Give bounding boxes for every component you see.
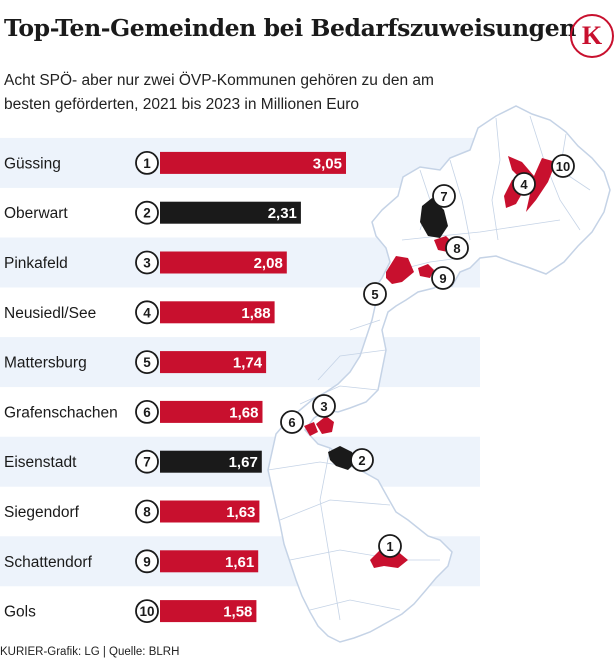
rank-badge xyxy=(135,599,159,623)
rank-number: 3 xyxy=(143,256,151,271)
chart-subtitle: Acht SPÖ- aber nur zwei ÖVP-Kommunen geh… xyxy=(4,72,434,113)
source-footer: KURIER-Grafik: LG | Quelle: BLRH xyxy=(0,646,180,658)
rank-badge xyxy=(135,350,159,375)
municipality-9-schattendorf xyxy=(418,264,434,278)
map-rank-marker xyxy=(512,172,536,196)
category-label: Schattendorf xyxy=(4,554,93,571)
rank-badge xyxy=(135,449,159,474)
bar-row: Mattersburg 5 1,74 xyxy=(4,350,267,375)
municipality-2-oberwart xyxy=(328,446,356,470)
rank-number: 9 xyxy=(143,554,151,569)
municipality-3-pinkafeld xyxy=(316,416,334,434)
bar-row: Schattendorf 9 1,61 xyxy=(4,549,259,574)
map-rank-number: 4 xyxy=(520,177,528,192)
bar xyxy=(160,600,257,623)
bar-row: Güssing 1 3,05 xyxy=(4,150,346,175)
rank-number: 4 xyxy=(143,305,151,320)
category-label: Neusiedl/See xyxy=(4,305,96,322)
rank-badge xyxy=(135,300,159,325)
category-label: Güssing xyxy=(4,155,61,172)
bar xyxy=(160,550,259,573)
category-label: Gols xyxy=(4,604,36,621)
category-label: Eisenstadt xyxy=(4,454,77,471)
municipality-6-grafenschachen xyxy=(304,422,318,436)
bar-rows: Güssing 1 3,05 Oberwart 2 2,31 Pinkafeld 3 2,08 N… xyxy=(4,150,346,623)
map-rank-number: 6 xyxy=(288,415,295,430)
rank-number: 10 xyxy=(139,604,154,619)
bar xyxy=(160,450,262,473)
map-rank-marker xyxy=(363,282,387,306)
kurier-logo: K xyxy=(570,14,614,58)
map-rank-marker xyxy=(280,410,304,434)
map-rank-number: 7 xyxy=(440,189,447,204)
rank-badge xyxy=(135,499,159,524)
value-label: 1,74 xyxy=(233,355,263,372)
map-rank-number: 3 xyxy=(320,399,327,414)
map-rank-marker xyxy=(312,394,336,418)
bar xyxy=(160,151,346,174)
map-rank-number: 10 xyxy=(556,159,570,174)
rank-badge xyxy=(135,399,159,424)
category-label: Oberwart xyxy=(4,205,68,222)
bar xyxy=(160,351,267,374)
rank-badge xyxy=(135,150,159,175)
chart-title: Top-Ten-Gemeinden bei Bedarfszuweisungen xyxy=(4,14,576,42)
municipality-5-mattersburg xyxy=(386,256,414,284)
map-rank-marker xyxy=(551,154,575,178)
map-rank-number: 8 xyxy=(453,241,460,256)
rank-number: 8 xyxy=(143,505,151,520)
map-rank-marker xyxy=(432,184,456,208)
rank-number: 6 xyxy=(143,405,151,420)
value-label: 1,63 xyxy=(226,504,255,521)
value-label: 3,05 xyxy=(313,155,342,172)
bar-row: Eisenstadt 7 1,67 xyxy=(4,449,262,474)
map-rank-marker xyxy=(350,448,374,472)
category-label: Mattersburg xyxy=(4,355,87,372)
value-label: 1,58 xyxy=(223,604,252,621)
value-label: 1,68 xyxy=(229,404,258,421)
rank-number: 1 xyxy=(143,156,151,171)
bar-row: Neusiedl/See 4 1,88 xyxy=(4,300,275,325)
map-rank-marker xyxy=(445,236,469,260)
rank-badge xyxy=(135,200,159,225)
rank-number: 5 xyxy=(143,355,151,370)
category-label: Siegendorf xyxy=(4,504,80,521)
bar xyxy=(160,500,260,523)
value-label: 1,61 xyxy=(225,554,254,571)
rank-badge xyxy=(135,250,159,275)
value-label: 2,31 xyxy=(268,205,297,222)
burgenland-map: 1 2 3 4 5 6 7 89 10 xyxy=(267,105,611,643)
bar xyxy=(160,251,287,274)
rank-number: 2 xyxy=(143,206,151,221)
map-rank-number: 2 xyxy=(358,453,365,468)
bar-row: Gols 10 1,58 xyxy=(4,599,257,623)
map-rank-marker xyxy=(431,266,455,290)
map-rank-number: 1 xyxy=(386,539,393,554)
bar-row: Pinkafeld 3 2,08 xyxy=(4,250,287,275)
bar-row: Grafenschachen 6 1,68 xyxy=(4,399,263,424)
map-rank-number: 5 xyxy=(371,287,378,302)
bar xyxy=(160,201,301,224)
map-rank-marker xyxy=(378,534,402,558)
value-label: 1,67 xyxy=(229,454,258,471)
map-rank-number: 9 xyxy=(439,271,446,286)
bar-row: Siegendorf 8 1,63 xyxy=(4,499,260,524)
bar xyxy=(160,301,275,324)
municipality-7-eisenstadt xyxy=(420,198,448,238)
value-label: 2,08 xyxy=(254,255,283,272)
rank-badge xyxy=(135,549,159,574)
bar-row: Oberwart 2 2,31 xyxy=(4,200,301,225)
category-label: Grafenschachen xyxy=(4,404,118,421)
value-label: 1,88 xyxy=(241,305,270,322)
category-label: Pinkafeld xyxy=(4,255,68,272)
rank-number: 7 xyxy=(143,455,151,470)
map-markers: 1 2 3 4 5 6 7 89 10 xyxy=(280,154,575,558)
bar xyxy=(160,400,263,423)
